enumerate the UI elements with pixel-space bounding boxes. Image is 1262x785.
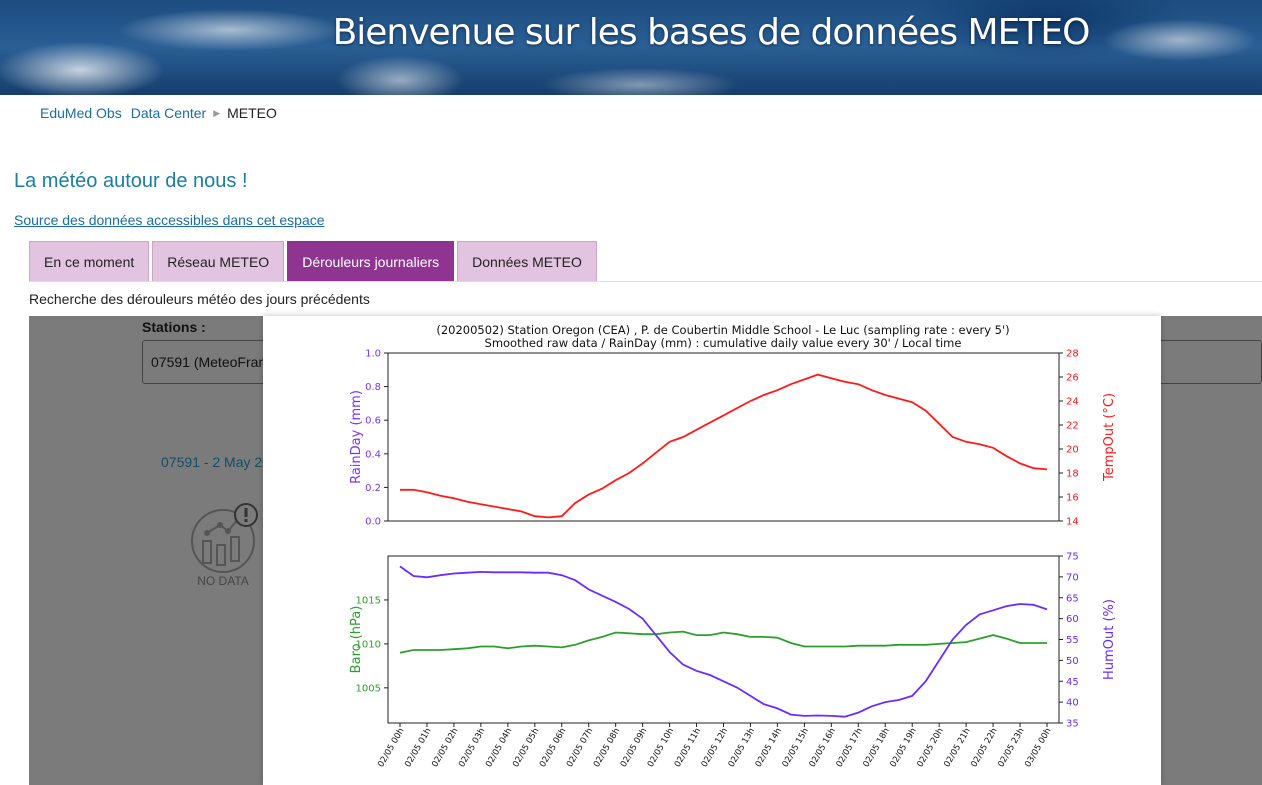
y-right-tick-label: 60 <box>1066 614 1079 625</box>
x-tick-label: 02/05 12h <box>700 727 730 770</box>
y-left-tick-label: 1.0 <box>365 349 381 360</box>
tab-bar: En ce moment Réseau METEO Dérouleurs jou… <box>29 241 600 281</box>
x-tick-label: 02/05 06h <box>538 727 568 770</box>
y-right-tick-label: 26 <box>1066 373 1079 384</box>
site-title: Bienvenue sur les bases de données METEO <box>332 12 1091 53</box>
y-left-tick-label: 0.8 <box>365 382 381 393</box>
header-banner: Bienvenue sur les bases de données METEO <box>0 0 1262 95</box>
no-data-icon <box>191 503 258 573</box>
y-left-tick-label: 1005 <box>356 683 381 694</box>
chart-modal: (20200502) Station Oregon (CEA) , P. de … <box>263 316 1161 785</box>
x-tick-label: 02/05 09h <box>619 727 649 770</box>
x-tick-label: 02/05 10h <box>646 727 676 770</box>
page-title: La météo autour de nous ! <box>14 170 248 192</box>
x-tick-label: 02/05 03h <box>457 727 487 770</box>
station-date-link[interactable]: 07591 - 2 May 2020 <box>161 454 263 470</box>
y-right-tick-label: 20 <box>1066 445 1079 456</box>
x-tick-label: 02/05 15h <box>781 727 811 770</box>
y-right-tick-label: 40 <box>1066 698 1079 709</box>
y-right-tick-label: 28 <box>1066 349 1079 360</box>
y-left-tick-label: 0.4 <box>365 449 381 460</box>
x-tick-label: 02/05 18h <box>861 727 891 770</box>
y-right-tick-label: 24 <box>1066 397 1079 408</box>
no-data-label: NO DATA <box>197 574 249 588</box>
y-right-tick-label: 35 <box>1066 719 1079 730</box>
humout-line <box>399 565 1048 718</box>
x-tick-label: 02/05 22h <box>969 727 999 770</box>
x-tick-label: 03/05 00h <box>1023 727 1053 770</box>
y-left-tick-label: 0.6 <box>365 416 381 427</box>
x-tick-label: 02/05 19h <box>888 727 918 770</box>
x-tick-label: 02/05 00h <box>376 727 406 770</box>
y-left-tick-label: 1010 <box>356 639 381 650</box>
x-tick-label: 02/05 04h <box>484 727 514 770</box>
y-right-tick-label: 75 <box>1066 552 1079 563</box>
chart-title: (20200502) Station Oregon (CEA) , P. de … <box>436 323 1009 337</box>
rainday-axis-label: RainDay (mm) <box>349 390 364 484</box>
x-tick-label: 02/05 17h <box>835 727 865 770</box>
tab-divider <box>29 281 1262 282</box>
y-right-tick-label: 22 <box>1066 421 1079 432</box>
bottom-plot-frame <box>387 555 1060 724</box>
section-subtitle: Recherche des dérouleurs météo des jours… <box>29 291 370 307</box>
baro-line <box>399 630 1047 654</box>
chart-subtitle: Smoothed raw data / RainDay (mm) : cumul… <box>485 336 962 350</box>
y-right-tick-label: 16 <box>1066 493 1079 504</box>
baro-axis-label: Baro (hPa) <box>349 606 364 674</box>
x-tick-label: 02/05 23h <box>996 727 1026 770</box>
y-left-tick-label: 1015 <box>356 595 381 606</box>
y-right-tick-label: 18 <box>1066 469 1079 480</box>
top-plot: 0.0 0.2 0.4 0.6 0.8 1.0 14 16 18 20 22 24 26 28 RainDa… <box>349 349 1117 528</box>
tab-derouleurs-journaliers[interactable]: Dérouleurs journaliers <box>287 241 455 281</box>
y-left-tick-label: 0.0 <box>365 517 381 528</box>
breadcrumb-current: METEO <box>227 105 277 121</box>
breadcrumb-data-center[interactable]: Data Center <box>130 105 207 121</box>
tab-reseau-meteo[interactable]: Réseau METEO <box>152 241 285 281</box>
y-right-tick-label: 14 <box>1066 517 1079 528</box>
stations-label: Stations : <box>142 319 206 335</box>
x-tick-label: 02/05 07h <box>565 727 595 770</box>
breadcrumb-arrow-icon: ▶ <box>213 107 221 118</box>
tab-en-ce-moment[interactable]: En ce moment <box>29 241 150 281</box>
x-tick-label: 02/05 21h <box>942 727 972 770</box>
y-right-tick-label: 65 <box>1066 593 1079 604</box>
data-source-link[interactable]: Source des données accessibles dans cet … <box>14 212 325 228</box>
breadcrumb-edumed-obs[interactable]: EduMed Obs <box>40 105 122 121</box>
x-tick-label: 02/05 08h <box>592 727 622 770</box>
bottom-plot: 1005 1010 1015 35 40 45 50 55 60 65 70 75 Baro (hPa)… <box>349 552 1117 730</box>
y-right-tick-label: 70 <box>1066 572 1079 583</box>
x-tick-label: 02/05 20h <box>915 727 945 770</box>
y-right-tick-label: 55 <box>1066 635 1079 646</box>
y-right-tick-label: 45 <box>1066 677 1079 688</box>
x-tick-label: 02/05 02h <box>430 727 460 770</box>
y-left-tick-label: 0.2 <box>365 483 381 494</box>
humout-axis-label: HumOut (%) <box>1102 599 1117 680</box>
x-tick-label: 02/05 14h <box>754 727 784 770</box>
x-tick-label: 02/05 01h <box>403 727 433 770</box>
top-plot-frame <box>387 352 1060 522</box>
x-tick-label: 02/05 11h <box>673 727 703 770</box>
y-right-tick-label: 50 <box>1066 656 1079 667</box>
x-tick-label: 02/05 16h <box>808 727 838 770</box>
tempout-axis-label: TempOut (°C) <box>1102 393 1117 482</box>
breadcrumb: EduMed Obs Data Center ▶ METEO <box>40 105 277 121</box>
tempout-line <box>400 373 1048 519</box>
x-tick-label: 02/05 13h <box>727 727 757 770</box>
x-tick-label: 02/05 05h <box>511 727 541 770</box>
tab-donnees-meteo[interactable]: Données METEO <box>457 241 597 281</box>
weather-chart: (20200502) Station Oregon (CEA) , P. de … <box>349 323 1117 770</box>
